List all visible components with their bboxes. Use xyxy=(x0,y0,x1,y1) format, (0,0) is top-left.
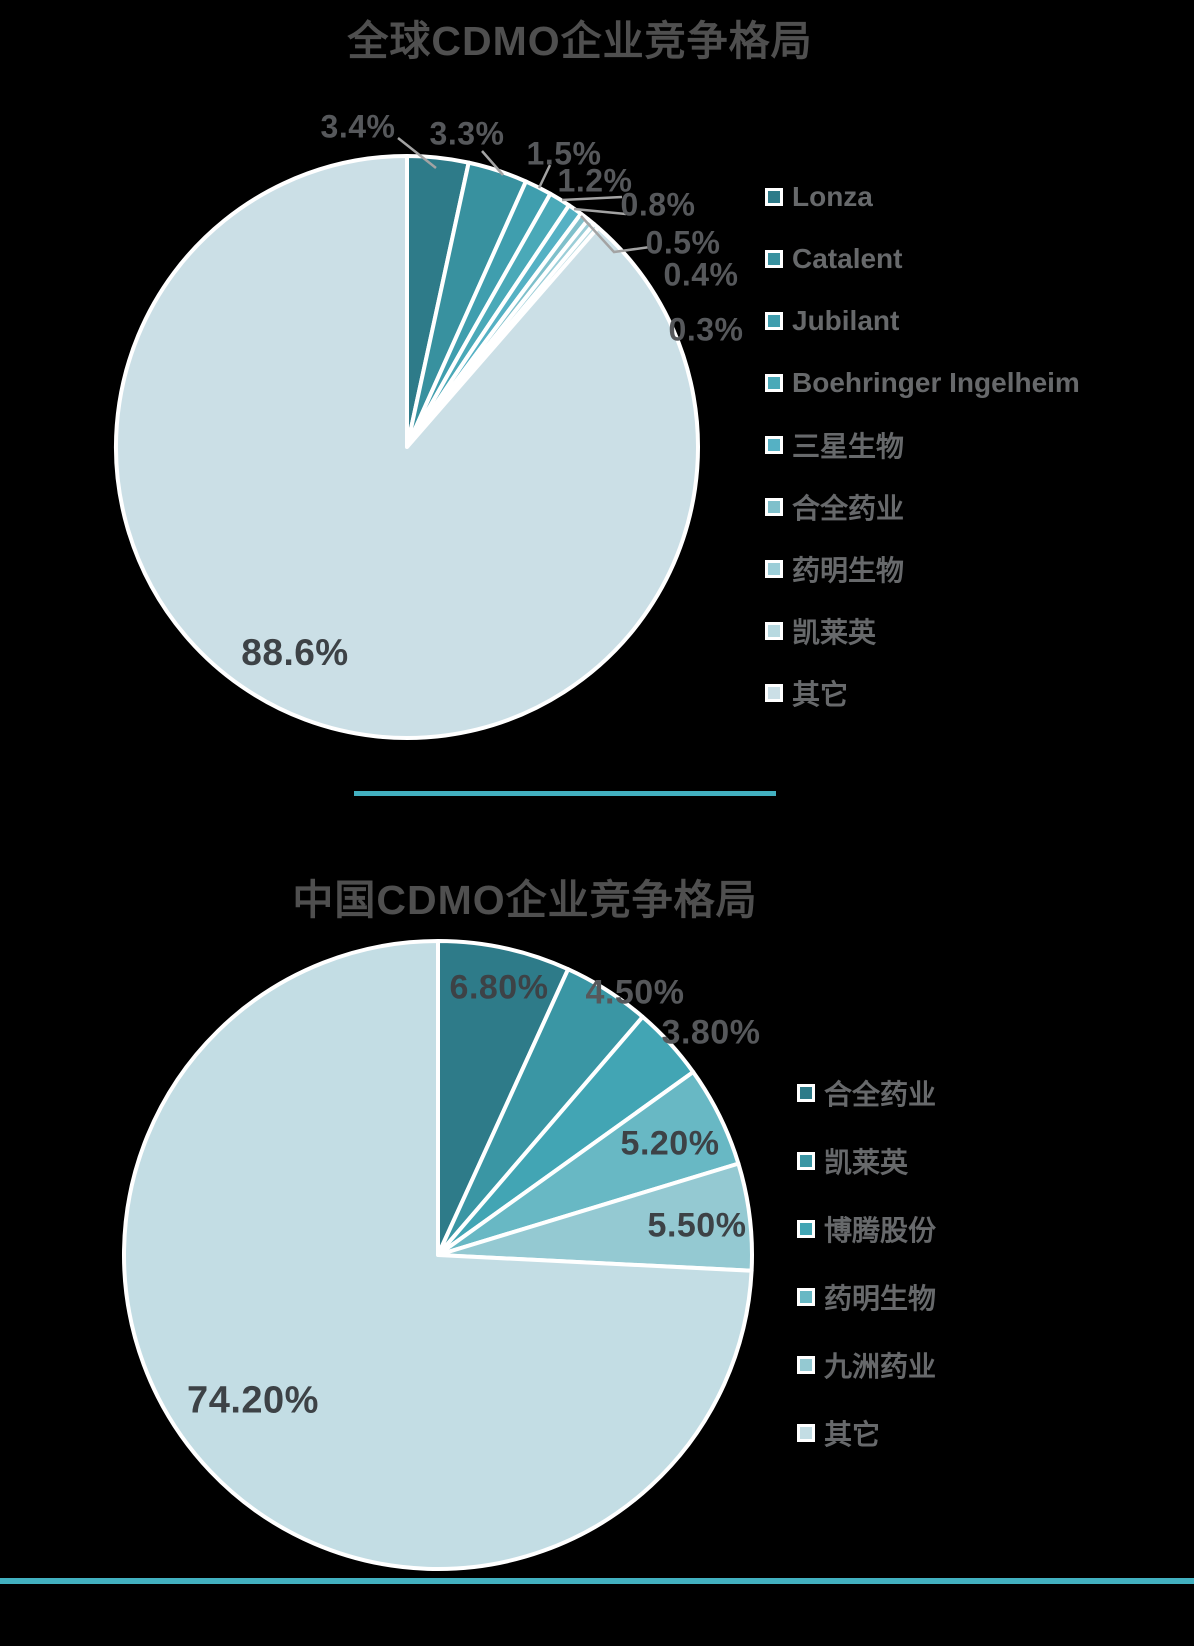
legend-item: Lonza xyxy=(765,181,873,213)
legend-item-label: 凯莱英 xyxy=(792,617,877,648)
legend-color-chip xyxy=(797,1356,815,1374)
slice-value-label: 0.8% xyxy=(620,186,696,223)
legend-item: 博腾股份 xyxy=(797,1209,936,1249)
legend-color-chip xyxy=(797,1152,815,1170)
legend-color-chip xyxy=(765,250,783,268)
label-leader-line xyxy=(481,150,504,176)
slice-value-label: 5.20% xyxy=(620,1124,720,1163)
legend-color-chip xyxy=(765,374,783,392)
legend-item: 其它 xyxy=(797,1413,880,1453)
slice-value-label: 3.3% xyxy=(429,115,505,152)
bottom-accent-line xyxy=(0,1578,1194,1584)
slice-value-label: 0.4% xyxy=(663,256,739,293)
legend-color-chip xyxy=(765,312,783,330)
slice-value-label: 6.80% xyxy=(449,968,549,1007)
legend-item-label: 药明生物 xyxy=(792,555,905,586)
global-cdmo-chart-title: 全球CDMO企业竞争格局 xyxy=(347,18,813,64)
legend-color-chip xyxy=(765,684,783,702)
label-leader-line xyxy=(397,137,437,169)
legend-item-label: 三星生物 xyxy=(792,431,905,462)
legend-color-chip xyxy=(797,1424,815,1442)
legend-item: 三星生物 xyxy=(765,425,904,465)
pie-slice xyxy=(114,154,700,740)
legend-item: 其它 xyxy=(765,673,848,713)
label-leader-line xyxy=(580,215,651,254)
legend-item-label: 凯莱英 xyxy=(824,1147,909,1178)
slice-value-label: 88.6% xyxy=(241,632,349,673)
slice-value-label: 3.80% xyxy=(661,1013,761,1052)
legend-item-label: Lonza xyxy=(792,181,873,212)
legend-color-chip xyxy=(797,1084,815,1102)
label-leader-line xyxy=(537,164,552,189)
legend-item-label: 博腾股份 xyxy=(824,1215,937,1246)
slice-value-label: 0.3% xyxy=(668,311,744,348)
slice-value-label: 1.5% xyxy=(526,135,602,172)
legend-color-chip xyxy=(765,498,783,516)
legend-item-label: Boehringer Ingelheim xyxy=(792,367,1080,398)
legend-item-label: 其它 xyxy=(824,1419,881,1450)
label-leader-line xyxy=(561,195,623,202)
slice-value-label: 3.4% xyxy=(320,108,396,145)
slice-value-label: 0.5% xyxy=(645,224,721,261)
legend-item: 药明生物 xyxy=(797,1277,936,1317)
legend-item: 药明生物 xyxy=(765,549,904,589)
legend-item-label: 合全药业 xyxy=(824,1079,937,1110)
label-leader-line xyxy=(573,207,627,216)
legend-item-label: 合全药业 xyxy=(792,493,905,524)
slice-value-label: 4.50% xyxy=(585,973,685,1012)
legend-item: 合全药业 xyxy=(765,487,904,527)
legend-item-label: Jubilant xyxy=(792,305,900,336)
slice-value-label: 1.2% xyxy=(557,162,633,199)
section-divider-line xyxy=(354,791,776,796)
slice-value-label: 74.20% xyxy=(187,1379,319,1422)
legend-color-chip xyxy=(797,1220,815,1238)
legend-item-label: 九洲药业 xyxy=(824,1351,937,1382)
legend-color-chip xyxy=(765,560,783,578)
legend-item: 九洲药业 xyxy=(797,1345,936,1385)
legend-item-label: Catalent xyxy=(792,243,903,274)
legend-item: Catalent xyxy=(765,243,902,275)
legend-color-chip xyxy=(765,622,783,640)
china-cdmo-chart-title: 中国CDMO企业竞争格局 xyxy=(292,877,758,923)
legend-item: Boehringer Ingelheim xyxy=(765,367,1080,399)
legend-item: 凯莱英 xyxy=(765,611,876,651)
legend-item-label: 其它 xyxy=(792,679,849,710)
legend-item: 凯莱英 xyxy=(797,1141,908,1181)
legend-color-chip xyxy=(765,436,783,454)
pie-slice xyxy=(436,939,571,1257)
legend-item: 合全药业 xyxy=(797,1073,936,1113)
legend-color-chip xyxy=(765,188,783,206)
pie-slice xyxy=(122,939,754,1571)
slice-value-label: 5.50% xyxy=(647,1206,747,1245)
legend-color-chip xyxy=(797,1288,815,1306)
legend-item: Jubilant xyxy=(765,305,899,337)
legend-item-label: 药明生物 xyxy=(824,1283,937,1314)
